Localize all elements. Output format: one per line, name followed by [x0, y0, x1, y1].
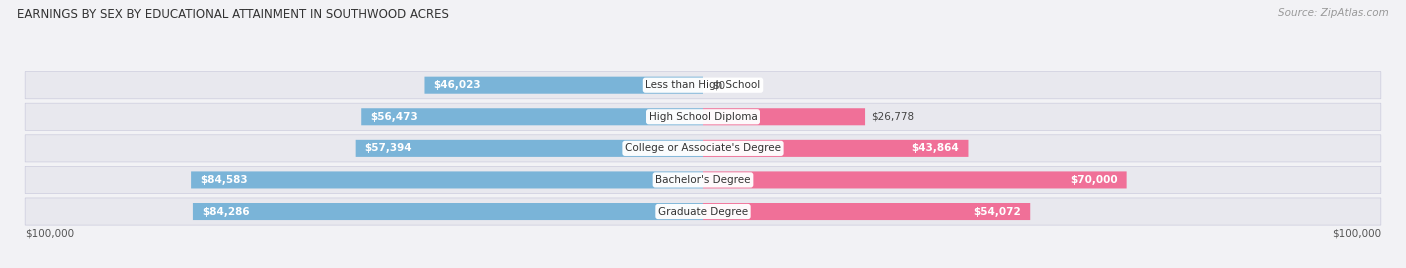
- FancyBboxPatch shape: [703, 140, 969, 157]
- Text: $0: $0: [711, 80, 725, 90]
- Text: Graduate Degree: Graduate Degree: [658, 207, 748, 217]
- Text: $56,473: $56,473: [370, 112, 418, 122]
- Text: $70,000: $70,000: [1070, 175, 1118, 185]
- FancyBboxPatch shape: [25, 166, 1381, 193]
- Text: High School Diploma: High School Diploma: [648, 112, 758, 122]
- Text: $84,583: $84,583: [200, 175, 247, 185]
- Text: Bachelor's Degree: Bachelor's Degree: [655, 175, 751, 185]
- Text: College or Associate's Degree: College or Associate's Degree: [626, 143, 780, 153]
- FancyBboxPatch shape: [191, 172, 703, 188]
- FancyBboxPatch shape: [361, 108, 703, 125]
- Text: Source: ZipAtlas.com: Source: ZipAtlas.com: [1278, 8, 1389, 18]
- Text: $43,864: $43,864: [911, 143, 959, 153]
- FancyBboxPatch shape: [703, 203, 1031, 220]
- Text: $57,394: $57,394: [364, 143, 412, 153]
- FancyBboxPatch shape: [425, 77, 703, 94]
- Text: $100,000: $100,000: [25, 229, 75, 239]
- Text: $84,286: $84,286: [202, 207, 250, 217]
- FancyBboxPatch shape: [25, 72, 1381, 99]
- FancyBboxPatch shape: [356, 140, 703, 157]
- Text: $54,072: $54,072: [973, 207, 1021, 217]
- FancyBboxPatch shape: [25, 198, 1381, 225]
- Text: $100,000: $100,000: [1331, 229, 1381, 239]
- FancyBboxPatch shape: [193, 203, 703, 220]
- FancyBboxPatch shape: [25, 103, 1381, 130]
- FancyBboxPatch shape: [703, 172, 1126, 188]
- Text: EARNINGS BY SEX BY EDUCATIONAL ATTAINMENT IN SOUTHWOOD ACRES: EARNINGS BY SEX BY EDUCATIONAL ATTAINMEN…: [17, 8, 449, 21]
- Text: Less than High School: Less than High School: [645, 80, 761, 90]
- Text: $26,778: $26,778: [872, 112, 914, 122]
- FancyBboxPatch shape: [703, 108, 865, 125]
- Text: $46,023: $46,023: [433, 80, 481, 90]
- FancyBboxPatch shape: [25, 135, 1381, 162]
